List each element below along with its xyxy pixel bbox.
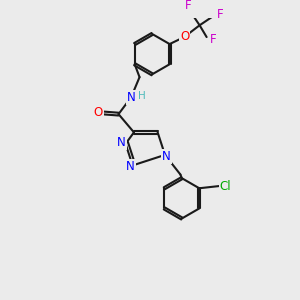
Text: N: N xyxy=(126,160,135,173)
Text: F: F xyxy=(217,8,224,21)
Text: H: H xyxy=(138,91,146,101)
Text: N: N xyxy=(117,136,126,149)
Text: N: N xyxy=(127,91,136,104)
Text: N: N xyxy=(162,150,171,163)
Text: F: F xyxy=(185,0,192,12)
Text: O: O xyxy=(180,30,189,43)
Text: F: F xyxy=(209,33,216,46)
Text: Cl: Cl xyxy=(220,179,231,193)
Text: O: O xyxy=(93,106,103,119)
